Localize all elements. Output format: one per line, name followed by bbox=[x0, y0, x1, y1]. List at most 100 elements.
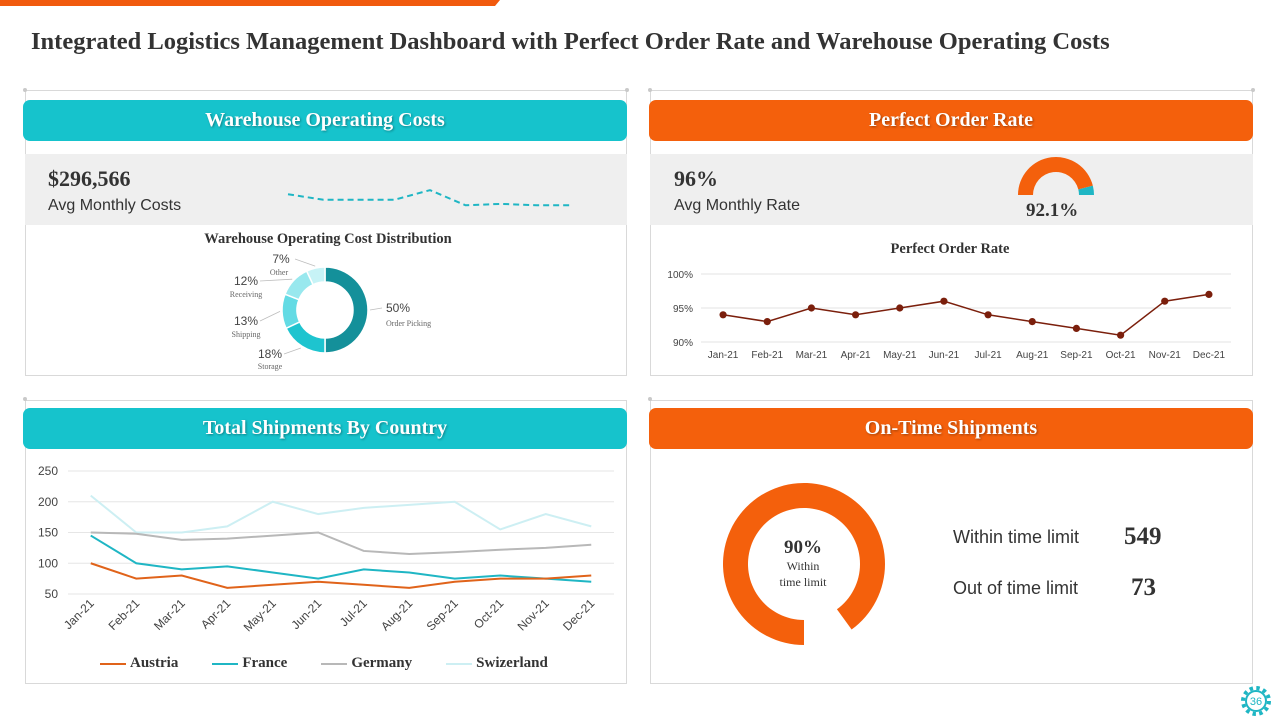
legend-item-germany: Germany bbox=[321, 655, 412, 672]
y-tick-label: 250 bbox=[38, 464, 58, 478]
shipments-legend: Austria France Germany Swizerland bbox=[100, 655, 582, 672]
x-tick-label: Sep-21 bbox=[424, 596, 461, 633]
x-tick-label: Oct-21 bbox=[1106, 350, 1136, 361]
pie-slice bbox=[324, 266, 369, 354]
panel-pin bbox=[23, 88, 27, 92]
x-tick-label: Feb-21 bbox=[751, 350, 783, 361]
y-tick-label: 100 bbox=[38, 556, 58, 570]
warehouse-header: Warehouse Operating Costs bbox=[23, 100, 627, 141]
por-data-point bbox=[984, 311, 992, 319]
panel-pin bbox=[648, 88, 652, 92]
por-data-point bbox=[1028, 318, 1036, 326]
legend-label: Germany bbox=[351, 655, 413, 671]
pie-value-label: 7% bbox=[272, 252, 290, 266]
pie-slice bbox=[305, 266, 326, 286]
ontime-out-value: 73 bbox=[1131, 574, 1156, 601]
y-tick-label: 90% bbox=[673, 338, 693, 349]
legend-swatch bbox=[100, 662, 126, 665]
slide-number-badge: 36 bbox=[1241, 686, 1271, 716]
x-tick-label: Dec-21 bbox=[560, 596, 597, 633]
legend-swatch bbox=[212, 662, 239, 665]
perfect-order-kpi-value: 96% bbox=[674, 166, 718, 191]
por-data-point bbox=[1072, 324, 1081, 332]
legend-swatch bbox=[446, 662, 473, 665]
y-tick-label: 100% bbox=[667, 270, 693, 281]
shipments-header: Total Shipments By Country bbox=[23, 408, 627, 449]
por-data-point bbox=[940, 297, 948, 305]
warehouse-sparkline bbox=[287, 189, 572, 207]
por-data-point bbox=[851, 311, 860, 319]
y-tick-label: 95% bbox=[673, 304, 693, 315]
por-data-point bbox=[1161, 297, 1169, 305]
x-tick-label: Aug-21 bbox=[378, 596, 415, 633]
x-tick-label: Apr-21 bbox=[841, 350, 871, 361]
legend-item-swizerland: Swizerland bbox=[446, 655, 548, 672]
x-tick-label: Jul-21 bbox=[974, 350, 1002, 361]
x-tick-label: Mar-21 bbox=[151, 596, 188, 633]
y-tick-label: 200 bbox=[38, 495, 58, 509]
ontime-header: On-Time Shipments bbox=[649, 408, 1253, 449]
legend-swatch bbox=[321, 662, 348, 665]
x-tick-label: May-21 bbox=[241, 596, 279, 634]
panel-pin bbox=[1251, 88, 1255, 92]
perfect-order-kpi-band bbox=[650, 154, 1253, 225]
por-data-point bbox=[763, 318, 771, 326]
ontime-donut-arc bbox=[723, 483, 885, 645]
pie-value-label: 50% bbox=[386, 301, 410, 315]
legend-item-france: France bbox=[212, 655, 287, 672]
gauge-remainder bbox=[1078, 185, 1094, 195]
warehouse-kpi-value: $296,566 bbox=[48, 166, 131, 191]
pie-value-label: 12% bbox=[234, 274, 258, 288]
legend-label: Swizerland bbox=[476, 655, 548, 671]
warehouse-kpi-band bbox=[25, 154, 627, 225]
por-data-point bbox=[1116, 331, 1125, 339]
panel-pin bbox=[23, 397, 27, 401]
slide-number: 36 bbox=[1250, 696, 1262, 708]
series-line-germany bbox=[90, 531, 592, 556]
series-line-austria bbox=[90, 562, 592, 589]
pie-category-label: Order Picking bbox=[386, 319, 431, 328]
pie-category-label: Receiving bbox=[230, 290, 262, 299]
x-tick-label: Jul-21 bbox=[337, 596, 370, 629]
x-tick-label: Jan-21 bbox=[61, 596, 97, 632]
cost-distribution-chart: 50% Order Picking 18%Storage 13% Shipping 12%… bbox=[230, 252, 431, 371]
ontime-donut: 90% Within time limit bbox=[723, 483, 885, 645]
legend-label: Austria bbox=[130, 655, 179, 671]
page-title: Integrated Logistics Management Dashboar… bbox=[31, 28, 1110, 55]
ontime-donut-sub2: time limit bbox=[780, 575, 828, 589]
pie-category-label: Storage bbox=[258, 362, 283, 371]
pie-leader-line bbox=[294, 258, 316, 267]
por-data-point bbox=[1205, 290, 1213, 298]
ontime-within-value: 549 bbox=[1124, 523, 1162, 550]
x-tick-label: Mar-21 bbox=[796, 350, 828, 361]
y-tick-label: 150 bbox=[38, 526, 58, 540]
x-tick-label: Sep-21 bbox=[1060, 350, 1093, 361]
cost-distribution-title: Warehouse Operating Cost Distribution bbox=[204, 231, 452, 247]
shipments-chart: 50 100 150 200 250 Jan-21 Feb-21 Mar-21 Apr-21 Ma… bbox=[38, 464, 614, 634]
pie-leader-line bbox=[369, 307, 383, 311]
x-tick-label: Nov-21 bbox=[1149, 350, 1182, 361]
por-data-point bbox=[807, 304, 816, 312]
pie-slice bbox=[285, 320, 326, 354]
perfect-order-kpi-label: Avg Monthly Rate bbox=[674, 197, 800, 214]
perfect-order-chart-title: Perfect Order Rate bbox=[890, 241, 1010, 257]
pie-leader-line bbox=[259, 278, 293, 282]
warehouse-kpi-label: Avg Monthly Costs bbox=[48, 197, 182, 214]
x-tick-label: Dec-21 bbox=[1193, 350, 1226, 361]
por-data-point bbox=[719, 311, 727, 319]
panel-pin bbox=[625, 88, 629, 92]
gauge-value: 92.1% bbox=[1026, 200, 1079, 221]
gauge-fill bbox=[1018, 156, 1093, 195]
y-tick-label: 50 bbox=[45, 587, 59, 601]
legend-label: France bbox=[242, 655, 288, 671]
x-tick-label: Aug-21 bbox=[1016, 350, 1049, 361]
x-tick-label: Feb-21 bbox=[106, 596, 143, 633]
perfect-order-header: Perfect Order Rate bbox=[649, 100, 1253, 141]
pie-leader-line bbox=[283, 347, 302, 355]
ontime-within-label: Within time limit bbox=[953, 527, 1080, 547]
x-tick-label: Oct-21 bbox=[471, 596, 507, 632]
por-data-point bbox=[896, 304, 904, 312]
x-tick-label: Jun-21 bbox=[929, 350, 960, 361]
x-tick-label: Jan-21 bbox=[708, 350, 739, 361]
legend-item-austria: Austria bbox=[100, 655, 178, 672]
